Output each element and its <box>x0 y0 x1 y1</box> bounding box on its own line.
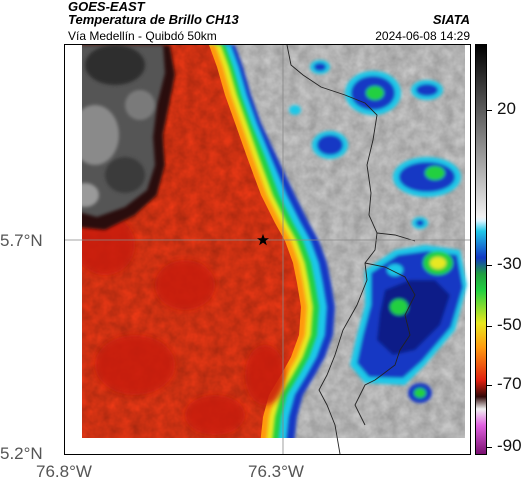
no-data-west <box>65 45 82 454</box>
y-tick-5.2: 5.2°N <box>0 444 43 463</box>
route-subtitle: Vía Medellín - Quibdó 50km <box>68 29 217 43</box>
colorbar-tick-minus30: -30 <box>497 254 522 273</box>
x-tick-76.3: 76.3°W <box>248 462 304 481</box>
no-data-east <box>465 45 470 454</box>
colorbar-tick-minus90: -90 <box>497 436 522 455</box>
storm-cell-se <box>350 217 467 403</box>
boundary-line-secondary <box>354 262 416 426</box>
storm-cell-east <box>289 105 461 197</box>
location-star-marker[interactable] <box>257 234 269 246</box>
satellite-map[interactable] <box>64 44 471 455</box>
y-tick-5.7: 5.7°N <box>0 231 43 250</box>
product-title: Temperatura de Brillo CH13 <box>68 12 239 27</box>
x-tick-76.8: 76.8°W <box>36 462 92 481</box>
colorbar-gradient <box>476 45 486 454</box>
timestamp-label: 2024-06-08 14:29 <box>375 29 470 43</box>
brand-label: SIATA <box>432 12 470 27</box>
colorbar-tick-minus70: -70 <box>497 374 522 393</box>
satellite-name: GOES-EAST <box>68 0 145 14</box>
colorbar-tick-20: 20 <box>497 99 516 118</box>
map-canvas <box>65 45 470 454</box>
storm-cell-ne <box>310 60 443 115</box>
colorbar <box>475 44 487 455</box>
colorbar-tick-minus50: -50 <box>497 315 522 334</box>
no-data-south <box>65 438 470 454</box>
